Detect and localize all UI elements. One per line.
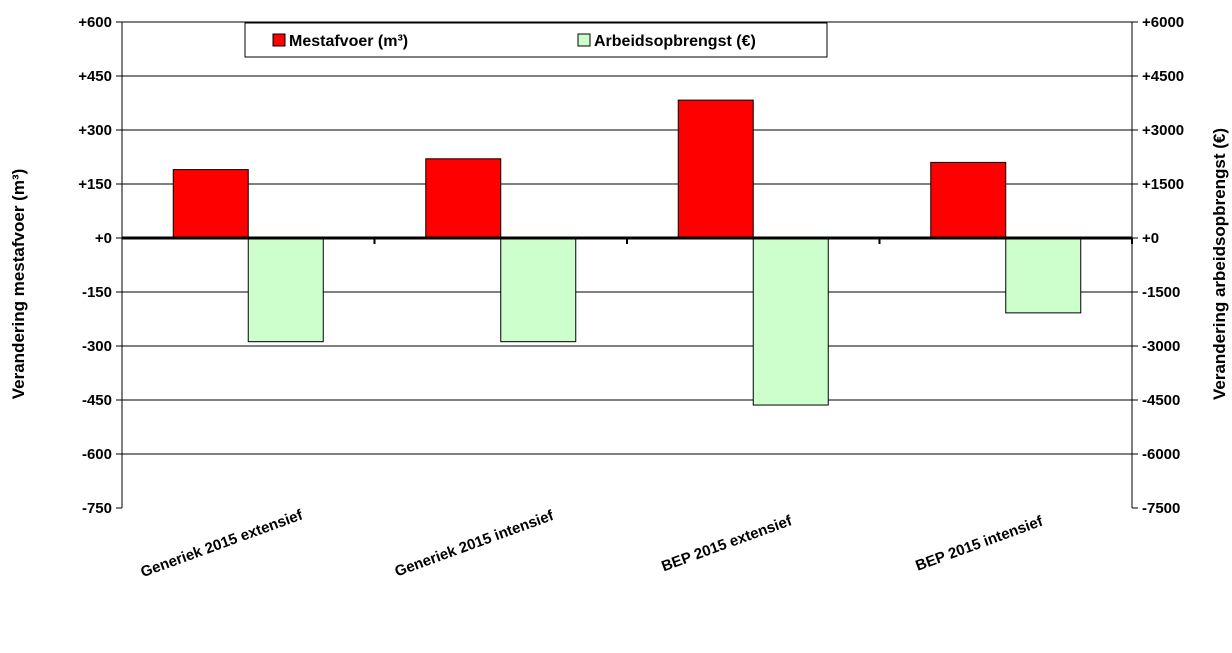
y2-tick-label: -1500 (1142, 284, 1180, 301)
bar-arbeidsopbrengst (247, 237, 324, 343)
y-tick-label: -750 (82, 500, 112, 517)
y-tick-label: +0 (95, 230, 112, 247)
y2-tick-label: -3000 (1142, 338, 1180, 355)
y-tick-label: -300 (82, 338, 112, 355)
y-tick-label: -600 (82, 446, 112, 463)
y2-tick-label: -7500 (1142, 500, 1180, 517)
y2-tick-label: -4500 (1142, 392, 1180, 409)
y-tick-label: +450 (78, 68, 112, 85)
bar-mestafvoer (172, 169, 249, 239)
y-tick-label: -150 (82, 284, 112, 301)
x-tick-label: BEP 2015 intensief (913, 513, 1046, 575)
y-tick-label: +150 (78, 176, 112, 193)
y2-tick-label: +4500 (1142, 68, 1184, 85)
category-labels: Generiek 2015 extensief Generiek 2015 int… (138, 506, 1046, 581)
legend-label: Arbeidsopbrengst (€) (594, 33, 756, 50)
legend-box (244, 22, 828, 58)
y-tick-label: -450 (82, 392, 112, 409)
y-axis-title: Verandering mestafvoer (m³) (9, 169, 28, 400)
bar-mestafvoer (425, 158, 502, 239)
x-tick-label: Generiek 2015 intensief (393, 507, 557, 581)
y2-axis-title: Verandering arbeidsopbrengst (€) (1210, 128, 1229, 400)
y2-tick-label: +6000 (1142, 14, 1184, 31)
y2-tick-label: +0 (1142, 230, 1159, 247)
legend-label: Mestafvoer (m³) (289, 33, 408, 50)
bar-arbeidsopbrengst (752, 237, 829, 406)
tick-labels: +600 +6000 +450 +4500 +300 +3000 +150 +1500 +0 +0… (78, 14, 1184, 517)
y2-tick-label: +3000 (1142, 122, 1184, 139)
y-tick-label: +300 (78, 122, 112, 139)
x-tick-label: Generiek 2015 extensief (138, 506, 305, 581)
bar-arbeidsopbrengst (1005, 237, 1082, 314)
y2-tick-label: +1500 (1142, 176, 1184, 193)
y2-tick-label: -6000 (1142, 446, 1180, 463)
y-tick-label: +600 (78, 14, 112, 31)
legend: Mestafvoer (m³) Arbeidsopbrengst (€) (244, 22, 828, 58)
bar-mestafvoer (930, 161, 1007, 239)
bar-arbeidsopbrengst (500, 237, 577, 343)
axes (116, 21, 1138, 509)
bars (172, 99, 1082, 406)
legend-swatch (272, 33, 286, 47)
legend-swatch (577, 33, 591, 47)
x-tick-label: BEP 2015 extensief (659, 512, 795, 575)
bar-mestafvoer (677, 99, 754, 239)
